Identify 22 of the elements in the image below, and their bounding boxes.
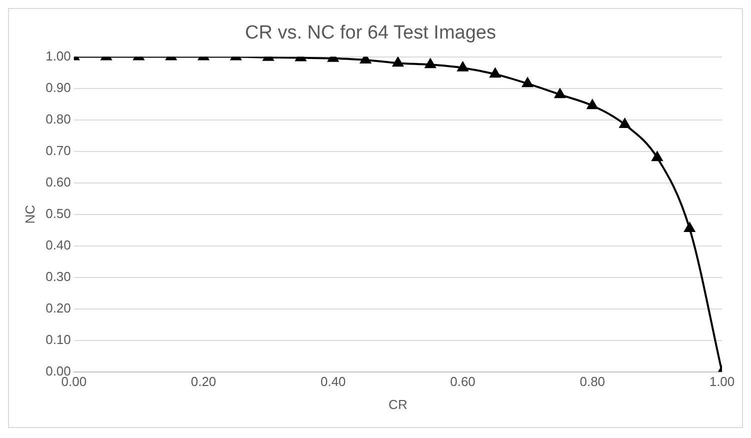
point — [587, 100, 598, 110]
y-tick-label: 0.30 — [46, 268, 71, 284]
x-tick-label: 0.60 — [450, 374, 476, 390]
point — [652, 152, 663, 162]
y-tick-label: 0.60 — [46, 174, 71, 190]
y-axis-title: NC — [22, 204, 38, 224]
y-tick-label: 0.70 — [46, 142, 71, 158]
x-tick-label: 1.00 — [709, 374, 735, 390]
x-tick-label: 0.40 — [320, 374, 346, 390]
y-tick-label: 0.90 — [46, 80, 71, 95]
chart-title: CR vs. NC for 64 Test Images — [245, 22, 496, 44]
x-tick-label: 0.20 — [190, 374, 216, 390]
x-axis-title: CR — [388, 396, 408, 412]
y-tick-label: 0.20 — [46, 300, 71, 316]
y-tick-label: 0.50 — [46, 206, 71, 221]
y-tick-label: 0.10 — [46, 332, 71, 347]
point — [684, 222, 695, 232]
y-tick-label: 0.80 — [46, 111, 71, 126]
point — [619, 118, 630, 128]
x-tick-label: 0.80 — [580, 374, 606, 390]
y-tick-label: 1.00 — [46, 48, 71, 64]
y-tick-label: 0.40 — [46, 237, 71, 252]
